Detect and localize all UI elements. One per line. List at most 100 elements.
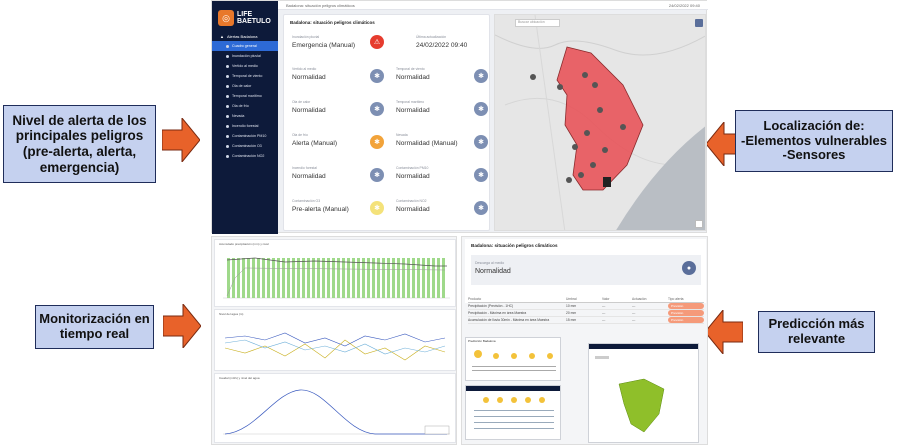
table-cell: 10 mm [566,304,577,308]
sidebar-item[interactable]: Nevada [212,111,278,121]
forecast-thumbnail-2[interactable] [465,385,561,440]
page-url: Badalona: situación peligros climáticos [286,2,355,8]
sidebar-item[interactable]: Contaminación PM10 [212,131,278,141]
bullet-icon [226,124,229,128]
map-canvas[interactable] [495,15,706,231]
bullet-icon [226,54,229,58]
alert-type-badge[interactable]: Previsión [668,310,704,316]
bullet-icon [226,84,229,88]
bullet-icon [226,104,229,108]
sidebar-item[interactable]: Inundación pluvial [212,51,278,61]
alert-siren-icon: ⚠ [370,35,384,49]
table-cell: Precipitación (Previsión - 1HC) [468,304,514,308]
hazard-status: Contaminación NO2 Normalidad [396,199,430,213]
table-cell: Precipitación - Máxima en área Maestra [468,311,527,315]
sidebar-head[interactable]: ▲ Alertas Badalona [220,33,258,39]
bullet-icon [226,114,229,118]
forecast-thumbnail[interactable]: Predicción Badalona [465,337,561,381]
table-cell: --- [602,318,606,322]
hazard-icon: ✱ [474,102,488,116]
table-row: Acumulación de lluvia 30min - Máxima en … [468,317,704,324]
table-cell: --- [632,304,636,308]
warning-icon: ▲ [220,33,224,39]
alert-type-badge[interactable]: Previsión [668,317,704,323]
water-drop-icon: ● [682,261,696,275]
table-row: Precipitación (Previsión - 1HC) 10 mm --- -… [468,303,704,310]
hazard-icon: ✱ [370,135,384,149]
table-header: Actuación [632,297,647,301]
sidebar-item[interactable]: Cuadro general [212,41,278,51]
prediction-panel: Badalona: situación peligros climáticos … [461,236,708,445]
table-cell: --- [632,311,636,315]
callout-localization: Localización de: -Elementos vulnerables … [735,110,893,172]
hazard-status: Contaminación O3 Pre-alerta (Manual) [292,199,349,213]
arrow-right-icon [162,118,200,162]
hazard-status: Incendio forestal Normalidad [292,166,326,180]
top-bar: Badalona: situación peligros climáticos … [278,1,708,10]
hazard-status: Ola de calor Normalidad [292,100,326,114]
arrow-left-icon [705,310,743,354]
chart-precipitation: Acumulado precipitación (mm) y nivel [214,239,456,307]
chart-water-level: Nivel del agua (m) [214,309,456,371]
status-panel: Badalona: situación peligros climáticos … [283,14,490,231]
table-cell: --- [632,318,636,322]
bullet-icon [226,64,229,68]
sidebar-nav: ▲ Alertas Badalona Cuadro general Inundaci… [212,31,278,161]
logo-icon: ◎ [218,10,234,26]
hazard-status: Contaminación PM10 Normalidad [396,166,430,180]
sidebar-item[interactable]: Vertido al medio [212,61,278,71]
layers-icon[interactable] [695,19,703,27]
hazard-icon: ✱ [474,168,488,182]
hazard-icon: ✱ [370,168,384,182]
forecast-table: Producto Umbral Valor Actuación Tipo alerta P… [468,297,704,324]
sidebar-item[interactable]: Contaminación O3 [212,141,278,151]
curve-chart [223,389,450,435]
sidebar-item[interactable]: Incendio forestal [212,121,278,131]
fullscreen-icon[interactable] [695,220,703,228]
prediction-box: Badalona: situación peligros climáticos … [465,239,706,303]
sidebar-item[interactable]: Temporal marítimo [212,91,278,101]
panel-title: Badalona: situación peligros climáticos [290,20,375,25]
hazard-icon: ✱ [474,135,488,149]
hazard-icon: ✱ [370,69,384,83]
map-view[interactable]: Buscar ubicación [494,14,706,231]
table-header: Umbral [566,297,577,301]
arrow-right-icon [163,304,201,348]
sidebar-item[interactable]: Contaminación NO2 [212,151,278,161]
bar-line-chart [223,257,450,299]
hazard-icon: ✱ [370,102,384,116]
table-cell: --- [602,304,606,308]
hazard-status: Nevada Normalidad (Manual) [396,133,458,147]
hazard-status: Vertido al medio Normalidad [292,67,326,81]
callout-prediction: Predicción más relevante [758,311,875,353]
dashboard-window: ◎ LIFE BAETULO ▲ Alertas Badalona Cuadro g… [211,0,708,234]
bullet-icon [226,74,229,78]
map-thumbnail[interactable] [588,343,699,443]
chart-flow: Caudal (m3/s) y nivel del agua [214,373,456,443]
table-cell: --- [602,311,606,315]
callout-monitoring: Monitorización en tiempo real [35,305,154,349]
table-cell: 15 mm [566,318,577,322]
sidebar-item[interactable]: Temporal de viento [212,71,278,81]
current-status: Inundación pluvial Emergencia (Manual) [292,35,356,49]
table-row: Precipitación - Máxima en área Maestra 20… [468,310,704,317]
table-header: Valor [602,297,610,301]
last-update: Última actualización 24/02/2022 09:40 [416,35,468,49]
bullet-icon [226,134,229,138]
sidebar-item[interactable]: Ola de calor [212,81,278,91]
top-right-date: 24/02/2022 09:40 [668,2,700,8]
bullet-icon [226,154,229,158]
table-header: Tipo alerta [668,297,684,301]
sidebar-item[interactable]: Ola de frío [212,101,278,111]
map-search-input[interactable]: Buscar ubicación [515,19,560,27]
hazard-status: Temporal de viento Normalidad [396,67,430,81]
bullet-icon [226,94,229,98]
bullet-icon [226,44,229,48]
monitoring-panel: Acumulado precipitación (mm) y nivel Niv… [211,236,457,445]
table-header: Producto [468,297,482,301]
alert-type-badge[interactable]: Previsión [668,303,704,309]
callout-alert-levels: Nivel de alerta de los principales pelig… [3,105,156,183]
hazard-icon: ✱ [474,69,488,83]
hazard-status: Temporal marítimo Normalidad [396,100,430,114]
table-cell: 20 mm [566,311,577,315]
